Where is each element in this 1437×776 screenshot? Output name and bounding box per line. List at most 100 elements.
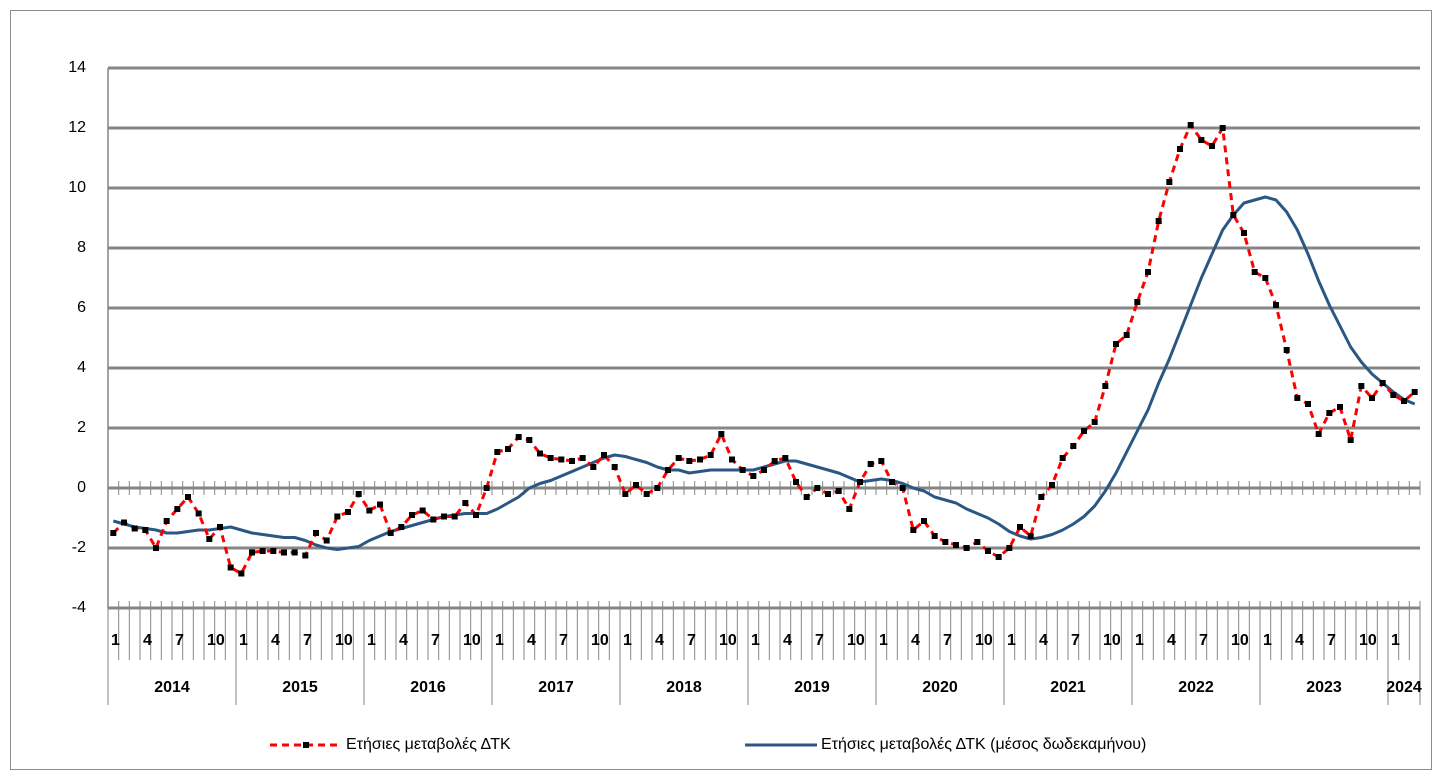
marker xyxy=(654,485,661,491)
marker xyxy=(1347,437,1354,443)
x-tick-label: 10 xyxy=(1103,632,1121,649)
marker xyxy=(1219,125,1226,131)
y-tick-label: 2 xyxy=(77,419,86,436)
x-tick-label: 4 xyxy=(143,632,152,649)
marker xyxy=(1241,230,1247,236)
marker xyxy=(995,554,1002,560)
x-tick-label: 4 xyxy=(271,632,280,649)
marker xyxy=(963,545,970,551)
legend-label: Ετήσιες μεταβολές ΔΤΚ xyxy=(346,736,511,753)
marker xyxy=(953,542,959,548)
y-tick-label: 0 xyxy=(77,479,86,496)
x-tick-label: 1 xyxy=(623,632,632,649)
x-tick-label: 4 xyxy=(783,632,792,649)
marker xyxy=(1379,380,1386,386)
marker xyxy=(569,458,575,464)
marker xyxy=(313,530,319,536)
x-tick-label: 1 xyxy=(1135,632,1144,649)
marker xyxy=(1305,401,1311,407)
marker xyxy=(430,516,437,523)
marker xyxy=(1337,404,1343,410)
marker xyxy=(441,513,447,520)
marker xyxy=(579,455,586,461)
marker xyxy=(761,467,767,473)
marker xyxy=(494,449,501,455)
x-tick-label: 4 xyxy=(655,632,664,649)
x-tick-label: 7 xyxy=(943,632,952,649)
x-tick-label: 10 xyxy=(975,632,993,649)
x-tick-label: 4 xyxy=(399,632,408,649)
x-tick-label: 4 xyxy=(1295,632,1304,649)
y-tick-label: -2 xyxy=(72,539,86,556)
marker xyxy=(825,491,831,497)
marker xyxy=(739,467,746,473)
marker xyxy=(142,527,149,533)
marker xyxy=(1102,383,1109,389)
marker xyxy=(153,545,159,551)
marker xyxy=(814,485,821,491)
x-tick-label: 4 xyxy=(1167,632,1176,649)
year-label: 2019 xyxy=(794,679,830,696)
marker xyxy=(355,491,362,497)
marker xyxy=(611,464,618,470)
x-tick-label: 1 xyxy=(751,632,760,649)
marker xyxy=(1209,143,1215,149)
chart-border xyxy=(10,10,1432,770)
x-tick-label: 10 xyxy=(335,632,353,649)
marker xyxy=(398,524,405,530)
marker xyxy=(334,513,341,520)
year-label: 2016 xyxy=(410,679,446,696)
marker xyxy=(185,494,191,500)
marker xyxy=(1198,137,1205,143)
x-tick-label: 1 xyxy=(1263,632,1272,649)
marker xyxy=(547,455,554,461)
x-tick-label: 10 xyxy=(847,632,865,649)
marker xyxy=(1155,218,1162,224)
marker xyxy=(366,507,373,514)
y-tick-label: 14 xyxy=(68,59,86,76)
marker xyxy=(451,513,458,520)
year-label: 2020 xyxy=(922,679,958,696)
x-tick-label: 7 xyxy=(559,632,568,649)
x-tick-label: 1 xyxy=(239,632,248,649)
marker xyxy=(1187,122,1194,128)
x-tick-label: 4 xyxy=(527,632,536,649)
y-tick-label: 12 xyxy=(68,119,86,136)
marker xyxy=(174,506,181,512)
marker xyxy=(942,539,949,545)
marker xyxy=(1081,428,1087,434)
marker xyxy=(803,494,810,500)
marker xyxy=(1027,533,1034,539)
marker xyxy=(1059,455,1066,461)
marker xyxy=(675,455,682,461)
marker xyxy=(483,485,490,491)
x-tick-label: 10 xyxy=(1231,632,1249,649)
year-label: 2015 xyxy=(282,679,318,696)
marker xyxy=(1315,431,1322,437)
year-label: 2018 xyxy=(666,679,702,696)
marker xyxy=(302,552,309,559)
x-tick-label: 10 xyxy=(719,632,737,649)
x-tick-label: 4 xyxy=(1039,632,1048,649)
marker xyxy=(835,488,842,494)
marker xyxy=(1134,299,1141,305)
year-label: 2017 xyxy=(538,679,574,696)
marker xyxy=(291,549,298,556)
marker xyxy=(206,536,213,542)
x-tick-label: 10 xyxy=(207,632,225,649)
year-label: 2021 xyxy=(1050,679,1086,696)
marker xyxy=(771,458,778,464)
marker xyxy=(409,512,415,518)
marker xyxy=(1411,389,1418,395)
marker xyxy=(1390,392,1397,398)
marker xyxy=(419,507,426,514)
marker xyxy=(899,485,906,491)
marker xyxy=(110,530,117,536)
y-tick-label: 6 xyxy=(77,299,86,316)
marker xyxy=(1230,212,1237,218)
x-tick-label: 7 xyxy=(303,632,312,649)
year-label: 2024 xyxy=(1386,679,1422,696)
marker xyxy=(345,509,351,515)
marker xyxy=(590,464,597,470)
